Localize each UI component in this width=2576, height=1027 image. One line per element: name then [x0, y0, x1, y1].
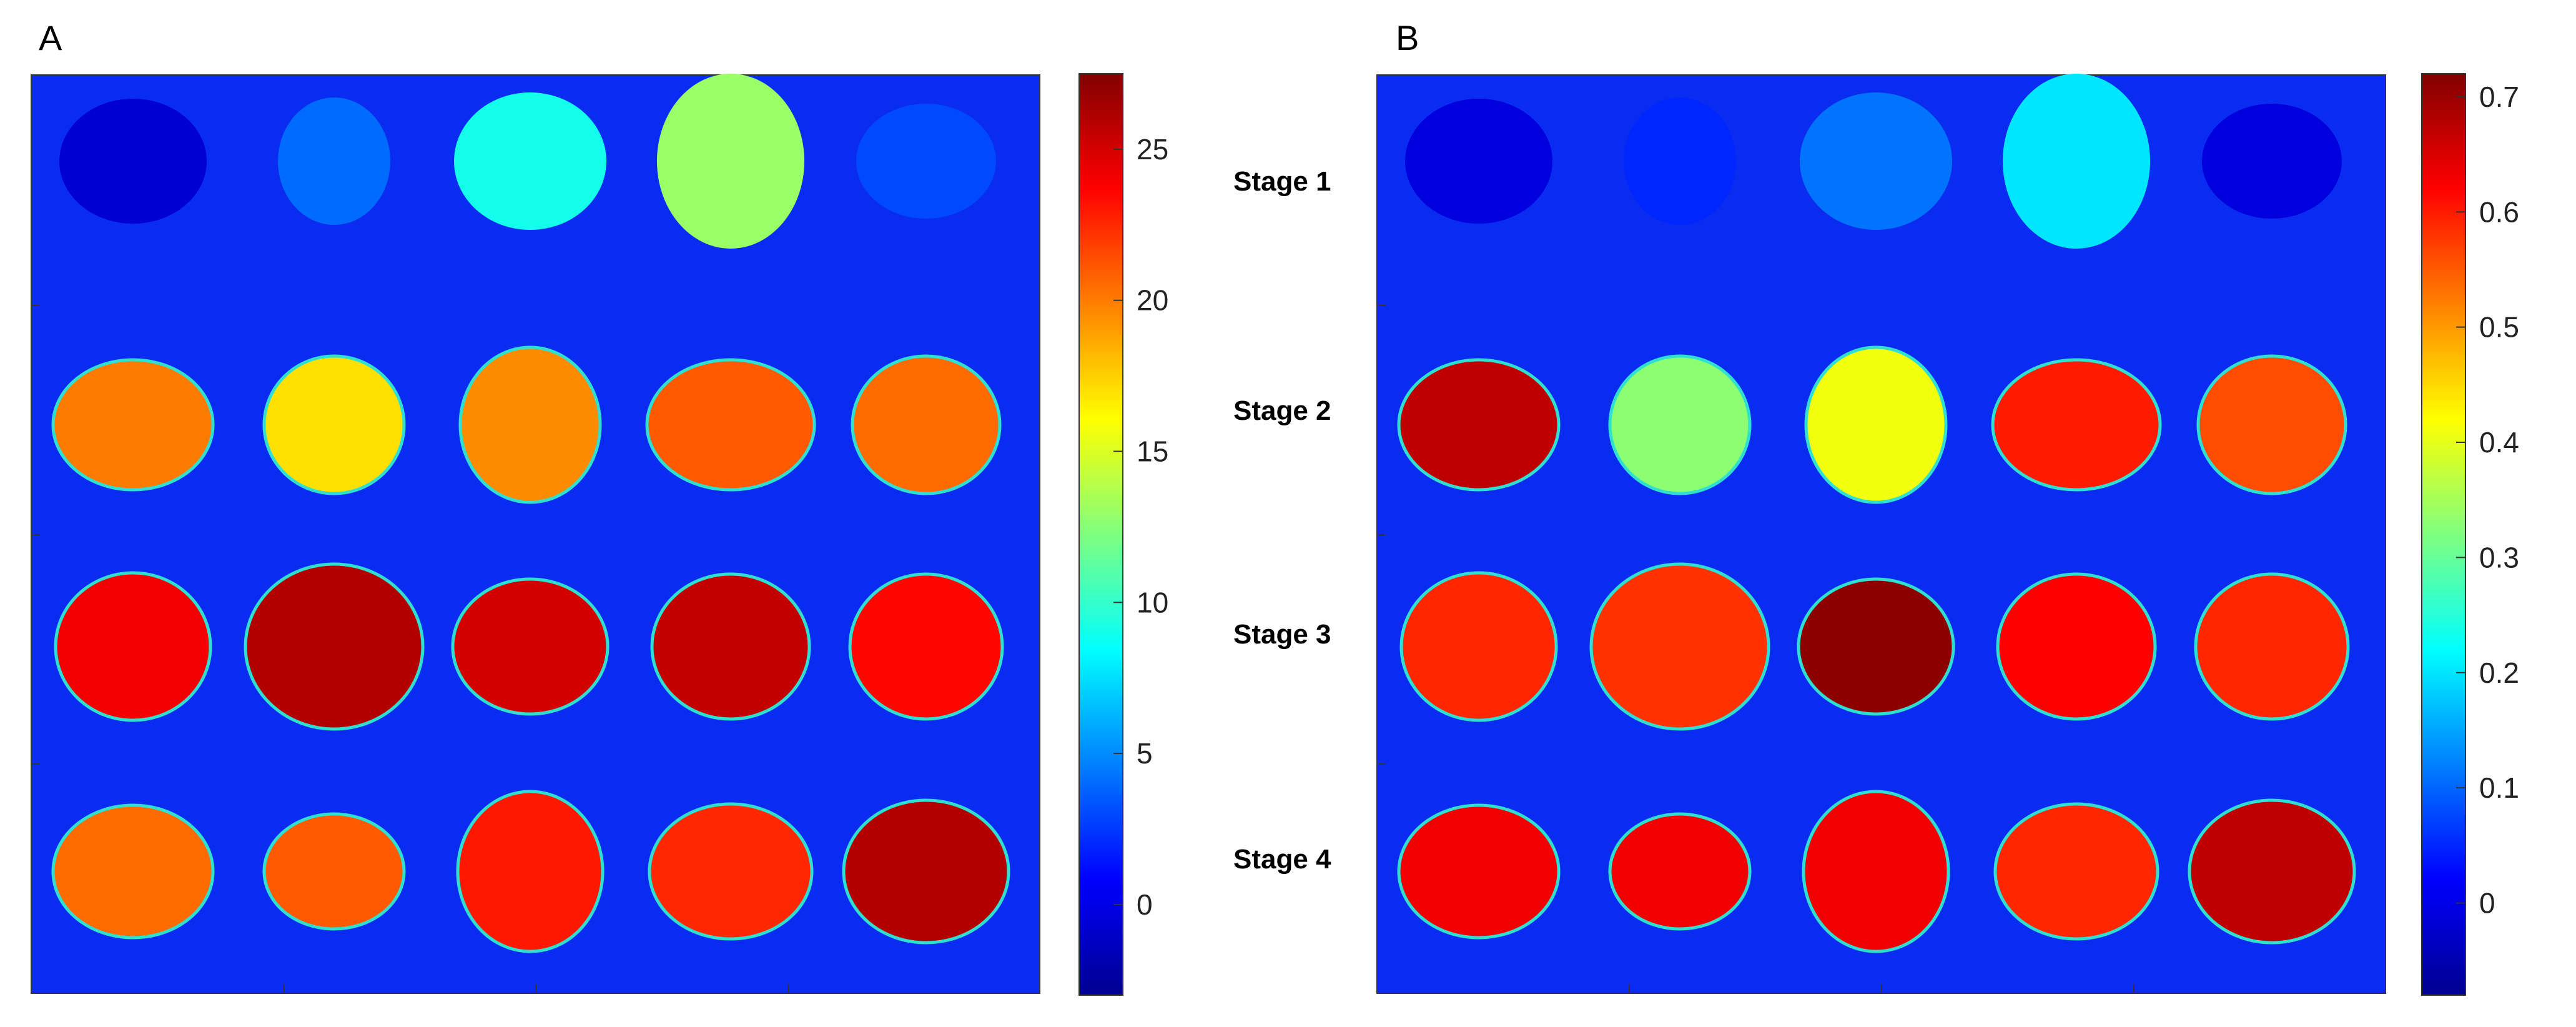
stage-label-2: Stage 2	[1233, 395, 1331, 426]
colorbar-tick-label: 20	[1137, 284, 1168, 317]
heatmap-cell-r2-c5	[2196, 354, 2347, 495]
stage-label-3: Stage 3	[1233, 619, 1331, 650]
stage-label-4: Stage 4	[1233, 844, 1331, 875]
colorbar-tick-label: 0.1	[2479, 771, 2519, 804]
panel-letter-b: B	[1396, 18, 1419, 57]
heatmap-cell-r1-c5	[856, 104, 996, 219]
heatmap-cell-r3-c2	[244, 562, 425, 731]
heatmap-cell-r3-c2	[1589, 562, 1770, 731]
heatmap-cell-r4-c3	[1802, 790, 1950, 953]
heatmap-b-axis-ticks	[1376, 305, 2134, 993]
heatmap-cell-r1-c1	[1405, 99, 1552, 224]
heatmap-cell-r1-c4	[2003, 74, 2150, 249]
heatmap-cell-r4-c5	[842, 798, 1010, 945]
colorbar-b-ticks: 0 0.1 0.2 0.3 0.4 0.5 0.6 0.7	[2456, 81, 2519, 920]
panel-letter-a: A	[39, 18, 62, 57]
colorbar-tick-label: 0.6	[2479, 196, 2519, 228]
heatmap-cell-r4-c2	[262, 812, 406, 931]
colorbar-tick-label: 25	[1137, 133, 1168, 166]
heatmap-cell-r3-c1	[54, 571, 212, 722]
heatmap-cell-r4-c4	[1993, 802, 2159, 941]
heatmap-cell-r4-c1	[51, 803, 215, 940]
colorbar-a	[1078, 73, 1123, 996]
heatmap-cell-r4-c2	[1608, 812, 1752, 931]
heatmap-cell-r2-c1	[51, 358, 215, 492]
heatmap-cell-r3-c4	[1996, 572, 2157, 721]
heatmap-b-blobs	[1397, 74, 2356, 953]
heatmap-cell-r1-c1	[59, 99, 207, 224]
colorbar-tick-label: 0.3	[2479, 541, 2519, 573]
heatmap-cell-r1-c3	[1800, 92, 1952, 230]
colorbar-tick-label: 0	[2479, 887, 2495, 920]
heatmap-cell-r2-c3	[1804, 345, 1948, 504]
heatmap-cell-r2-c5	[851, 354, 1002, 495]
heatmap-cell-r3-c1	[1399, 571, 1558, 722]
colorbar-tick-label: 0.4	[2479, 426, 2519, 459]
colorbar-tick-label: 15	[1137, 435, 1168, 468]
heatmap-cell-r1-c2	[278, 97, 390, 225]
heatmap-cell-r2-c4	[645, 358, 816, 492]
heatmap-cell-r1-c3	[454, 92, 606, 230]
heatmap-cell-r3-c3	[1797, 577, 1955, 716]
heatmap-cell-r2-c1	[1397, 358, 1561, 492]
colorbar-tick-label: 0	[1137, 888, 1153, 921]
heatmap-cell-r3-c5	[848, 572, 1004, 721]
heatmap-cell-r1-c2	[1624, 97, 1736, 225]
heatmap-cell-r3-c4	[650, 572, 811, 721]
stage-labels: Stage 1 Stage 2 Stage 3 Stage 4	[1233, 166, 1331, 875]
colorbar-tick-label: 10	[1137, 586, 1168, 618]
colorbar-b	[2421, 73, 2466, 996]
heatmap-cell-r2-c4	[1991, 358, 2162, 492]
panel-a: 0 5 10 15 20 25	[31, 73, 1168, 996]
stage-label-1: Stage 1	[1233, 166, 1331, 197]
colorbar-tick-label: 5	[1137, 737, 1153, 770]
panel-b: 0 0.1 0.2 0.3 0.4 0.5 0.6 0.7	[1376, 73, 2519, 996]
heatmap-cell-r3-c5	[2194, 572, 2350, 721]
colorbar-tick-label: 0.5	[2479, 311, 2519, 344]
heatmap-cell-r2-c3	[458, 345, 602, 504]
heatmap-cell-r4-c1	[1397, 803, 1561, 940]
heatmap-a-axis-ticks	[31, 305, 789, 993]
heatmap-cell-r4-c4	[648, 802, 814, 941]
heatmap-a-blobs	[51, 74, 1010, 953]
colorbar-tick-label: 0.7	[2479, 81, 2519, 113]
colorbar-tick-label: 0.2	[2479, 657, 2519, 689]
heatmap-cell-r1-c4	[657, 74, 804, 249]
colorbar-a-ticks: 0 5 10 15 20 25	[1113, 133, 1168, 921]
heatmap-cell-r1-c5	[2202, 104, 2342, 219]
heatmap-cell-r2-c2	[1608, 354, 1752, 495]
heatmap-cell-r4-c3	[456, 790, 605, 953]
heatmap-cell-r4-c5	[2188, 798, 2356, 945]
heatmap-cell-r3-c3	[451, 577, 609, 716]
heatmap-cell-r2-c2	[262, 354, 406, 495]
